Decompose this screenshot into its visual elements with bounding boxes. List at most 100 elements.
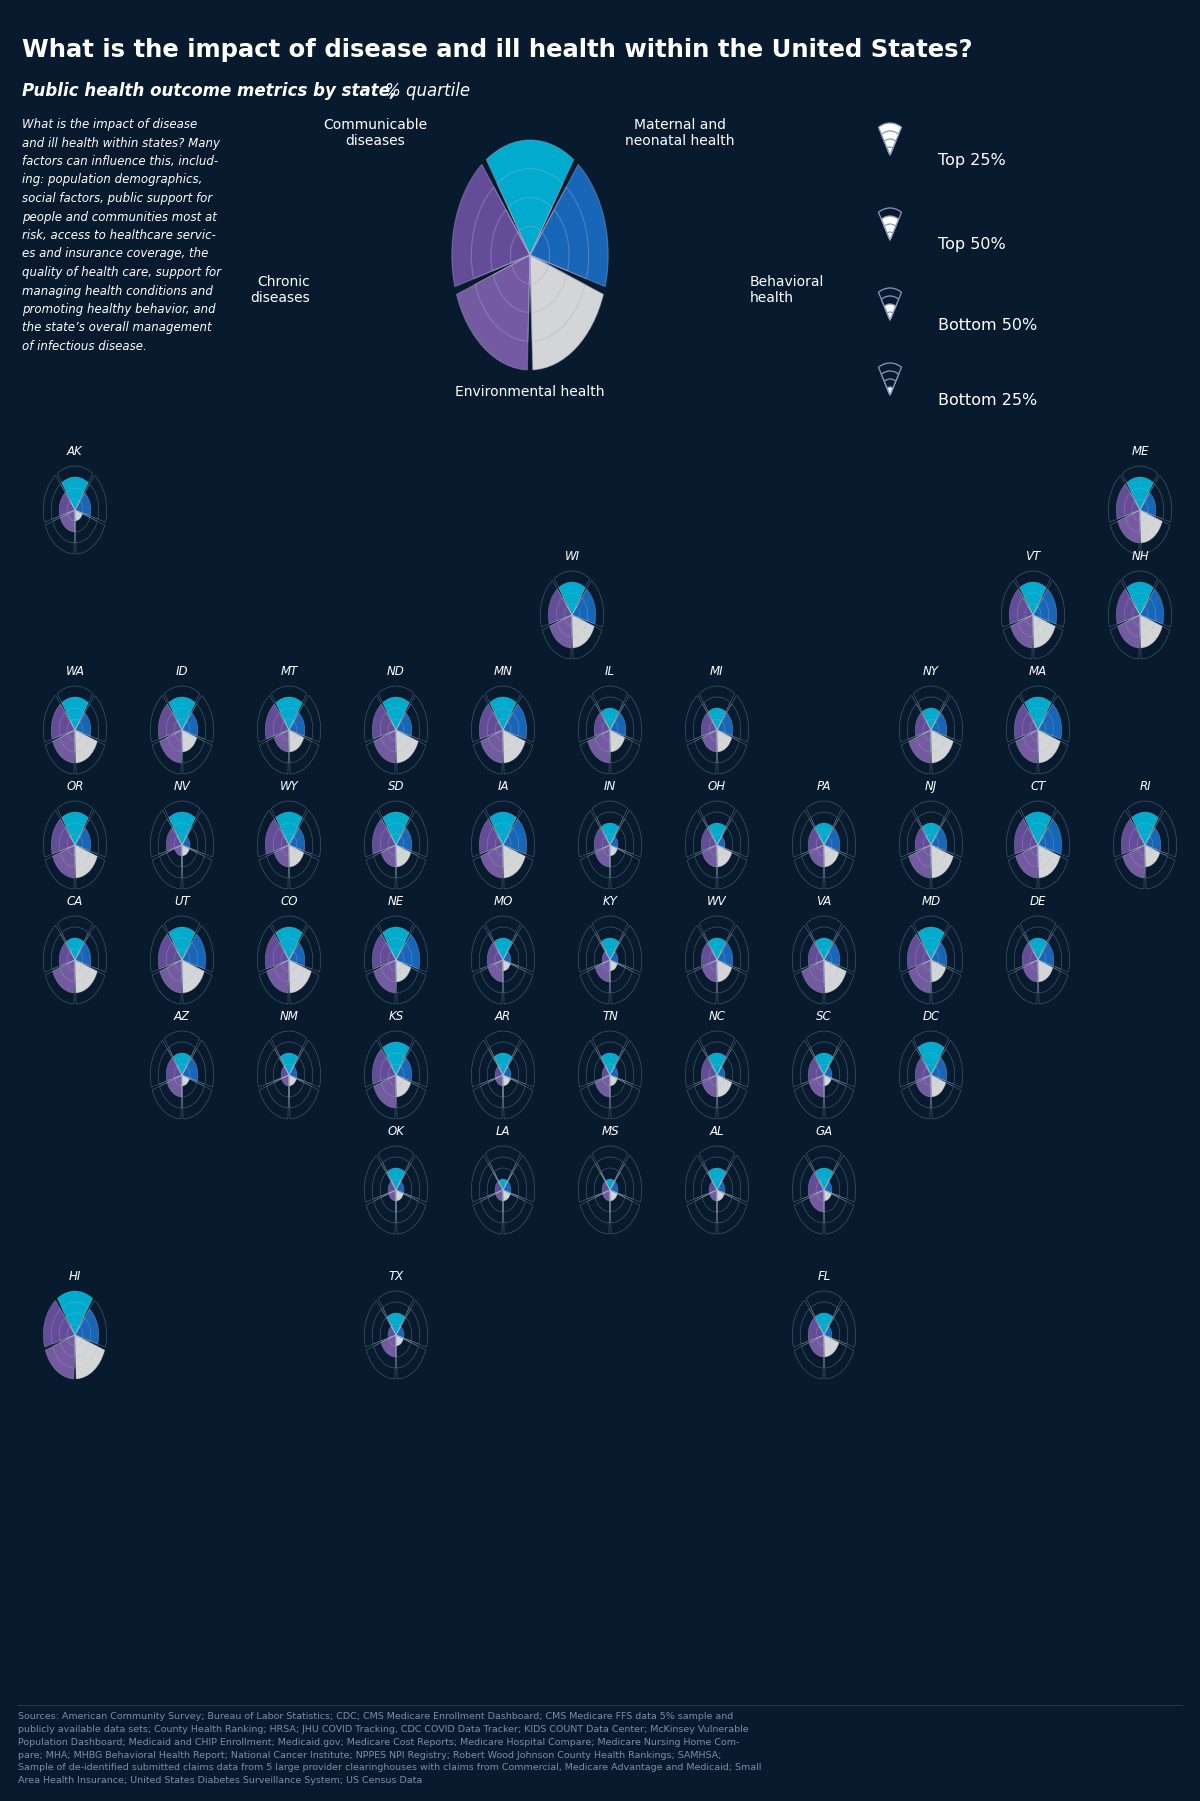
Text: Bottom 25%: Bottom 25% (938, 393, 1037, 407)
Wedge shape (182, 729, 197, 753)
Wedge shape (708, 708, 726, 729)
Wedge shape (289, 1066, 296, 1079)
Wedge shape (931, 845, 953, 877)
Wedge shape (289, 713, 305, 737)
Text: DC: DC (923, 1010, 940, 1023)
Wedge shape (824, 1066, 832, 1079)
Wedge shape (708, 1169, 726, 1190)
Wedge shape (610, 1075, 618, 1086)
Wedge shape (559, 582, 586, 614)
Wedge shape (1038, 960, 1052, 982)
Text: IL: IL (605, 665, 616, 677)
Wedge shape (916, 1075, 931, 1097)
Wedge shape (66, 938, 84, 960)
Wedge shape (282, 1075, 289, 1086)
Wedge shape (498, 1180, 508, 1190)
Text: LA: LA (496, 1126, 510, 1138)
Text: Environmental health: Environmental health (455, 385, 605, 400)
Wedge shape (396, 1075, 410, 1097)
Text: Bottom 50%: Bottom 50% (938, 317, 1037, 333)
Wedge shape (1030, 938, 1046, 960)
Text: DE: DE (1030, 895, 1046, 908)
Wedge shape (718, 1075, 732, 1097)
Wedge shape (1145, 845, 1160, 866)
Text: WY: WY (280, 780, 299, 792)
Text: What is the impact of disease and ill health within the United States?: What is the impact of disease and ill he… (22, 38, 973, 61)
Wedge shape (158, 704, 182, 738)
Text: GA: GA (816, 1126, 833, 1138)
Wedge shape (1038, 845, 1061, 877)
Wedge shape (824, 942, 840, 965)
Wedge shape (878, 288, 901, 321)
Wedge shape (396, 935, 420, 969)
Wedge shape (166, 828, 182, 852)
Wedge shape (908, 960, 931, 992)
Wedge shape (708, 1054, 726, 1075)
Wedge shape (718, 1066, 725, 1079)
Wedge shape (550, 614, 572, 648)
Wedge shape (610, 836, 618, 848)
Wedge shape (824, 1326, 832, 1338)
Wedge shape (1014, 704, 1038, 738)
Wedge shape (74, 729, 97, 764)
Wedge shape (878, 207, 901, 240)
Wedge shape (396, 729, 419, 764)
Wedge shape (702, 1075, 718, 1097)
Text: NE: NE (388, 895, 404, 908)
Wedge shape (702, 960, 718, 982)
Wedge shape (881, 371, 899, 394)
Wedge shape (808, 1318, 824, 1342)
Wedge shape (701, 942, 718, 965)
Text: UT: UT (174, 895, 190, 908)
Wedge shape (276, 697, 302, 729)
Text: AL: AL (709, 1126, 725, 1138)
Wedge shape (503, 1066, 511, 1079)
Wedge shape (372, 704, 396, 738)
Wedge shape (918, 1043, 944, 1075)
Text: CA: CA (67, 895, 83, 908)
Wedge shape (1140, 589, 1164, 625)
Wedge shape (1033, 614, 1055, 648)
Wedge shape (530, 164, 608, 286)
Wedge shape (503, 951, 511, 964)
Wedge shape (182, 845, 190, 855)
Wedge shape (884, 139, 895, 155)
Text: NM: NM (280, 1010, 299, 1023)
Wedge shape (281, 1066, 289, 1079)
Wedge shape (815, 938, 833, 960)
Text: Top 50%: Top 50% (938, 238, 1006, 252)
Wedge shape (174, 845, 182, 855)
Wedge shape (594, 828, 610, 852)
Wedge shape (918, 928, 944, 960)
Wedge shape (718, 729, 732, 753)
Wedge shape (1117, 510, 1140, 542)
Wedge shape (503, 1181, 511, 1192)
Wedge shape (169, 812, 196, 845)
Wedge shape (718, 1190, 725, 1201)
Text: WV: WV (707, 895, 727, 908)
Wedge shape (160, 960, 182, 992)
Wedge shape (572, 614, 594, 648)
Wedge shape (496, 1190, 503, 1201)
Wedge shape (74, 713, 91, 737)
Wedge shape (824, 828, 840, 852)
Wedge shape (1025, 812, 1051, 845)
Wedge shape (1010, 614, 1033, 648)
Wedge shape (372, 935, 396, 969)
Wedge shape (43, 1300, 74, 1347)
Wedge shape (701, 828, 718, 852)
Wedge shape (602, 1066, 610, 1079)
Text: SD: SD (388, 780, 404, 792)
Wedge shape (74, 493, 91, 517)
Wedge shape (1020, 582, 1046, 614)
Wedge shape (1009, 589, 1033, 625)
Wedge shape (1121, 819, 1145, 854)
Wedge shape (931, 942, 947, 965)
Text: CT: CT (1031, 780, 1045, 792)
Wedge shape (396, 1326, 404, 1338)
Wedge shape (274, 845, 289, 866)
Wedge shape (289, 960, 311, 992)
Wedge shape (1127, 582, 1153, 614)
Text: OR: OR (66, 780, 84, 792)
Wedge shape (373, 960, 396, 992)
